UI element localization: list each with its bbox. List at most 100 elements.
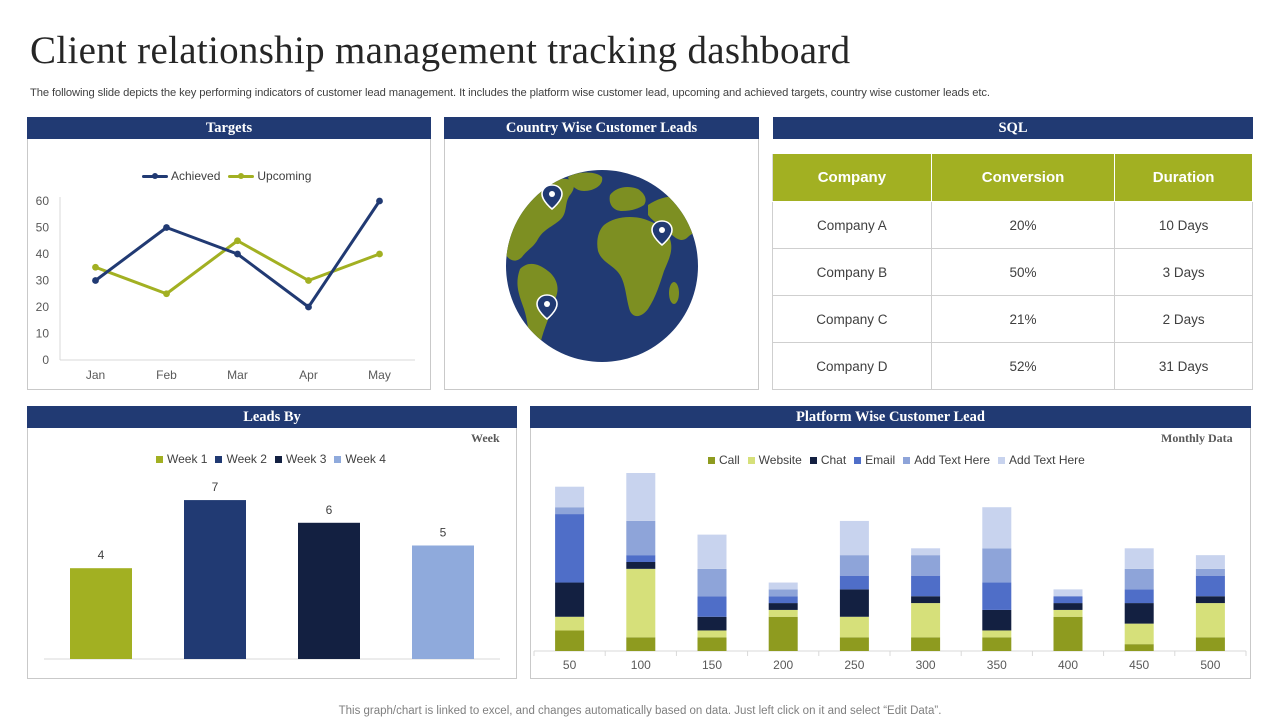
bar-week-1	[70, 568, 132, 659]
bar-segment-2	[626, 562, 656, 569]
legend-achieved: Achieved	[142, 169, 220, 183]
table-cell: 10 Days	[1114, 201, 1253, 249]
legend-add-text-2-label: Add Text Here	[1009, 453, 1085, 467]
bar-segment-5	[839, 520, 869, 556]
call-swatch	[708, 456, 715, 464]
bar-segment-4	[1195, 568, 1225, 576]
table-row: Company D 52% 31 Days	[772, 342, 1253, 390]
legend-chat-label: Chat	[820, 453, 847, 467]
table-cell: 3 Days	[1114, 248, 1253, 296]
table-cell: 50%	[930, 248, 1116, 296]
bar-segment-0	[1053, 616, 1083, 651]
y-tick-label: 40	[36, 247, 50, 261]
targets-panel-header: Targets	[27, 117, 431, 139]
week-note: Week	[471, 431, 500, 445]
bar-segment-3	[911, 575, 941, 597]
legend-email: Email	[854, 453, 895, 467]
bar-segment-4	[982, 548, 1012, 583]
bar-segment-5	[1124, 548, 1154, 569]
x-tick-label: Apr	[299, 368, 318, 382]
y-tick-label: 10	[36, 327, 50, 341]
legend-add-text-1: Add Text Here	[903, 453, 990, 467]
sql-header-duration: Duration	[1114, 153, 1253, 202]
add-text-1-swatch	[903, 456, 911, 464]
bar-segment-3	[982, 582, 1012, 610]
bar-segment-1	[1195, 603, 1225, 638]
x-tick-label: 250	[844, 658, 864, 672]
bar-segment-1	[555, 616, 585, 631]
bar-segment-5	[1053, 589, 1083, 597]
data-label: 6	[326, 503, 333, 517]
bar-segment-2	[839, 589, 869, 617]
legend-week-1: Week 1	[156, 452, 207, 466]
data-point	[305, 277, 312, 284]
x-tick-label: 450	[1129, 658, 1149, 672]
bar-week-4	[412, 545, 474, 659]
table-cell: Company D	[772, 342, 932, 390]
legend-email-label: Email	[865, 453, 896, 467]
data-point	[92, 277, 99, 284]
bar-segment-4	[839, 555, 869, 576]
bar-segment-5	[697, 534, 727, 569]
legend-add-text-2: Add Text Here	[998, 453, 1085, 467]
globe-land-europe	[609, 187, 646, 211]
sql-panel-header: SQL	[773, 117, 1253, 139]
bar-segment-1	[768, 609, 798, 617]
legend-upcoming-label: Upcoming	[257, 169, 312, 183]
data-point	[305, 303, 312, 311]
bar-segment-1	[1124, 623, 1154, 645]
y-tick-label: 60	[36, 194, 50, 208]
bar-segment-2	[1124, 603, 1154, 624]
platform-panel-header: Platform Wise Customer Lead	[530, 406, 1251, 428]
x-tick-label: 100	[631, 658, 651, 672]
page-title: Client relationship management tracking …	[30, 29, 851, 72]
bar-segment-2	[555, 582, 585, 617]
bar-segment-5	[768, 582, 798, 590]
x-tick-label: Feb	[156, 368, 177, 382]
bar-segment-5	[982, 507, 1012, 549]
x-tick-label: 400	[1058, 658, 1078, 672]
data-point	[376, 250, 383, 258]
legend-website: Website	[747, 453, 802, 467]
y-tick-label: 50	[36, 221, 50, 235]
data-point	[163, 224, 170, 231]
location-pin-icon	[541, 184, 563, 211]
table-row: Company C 21% 2 Days	[772, 295, 1253, 343]
upcoming-line-swatch	[228, 172, 255, 180]
data-point	[163, 290, 170, 298]
data-point	[234, 250, 241, 258]
data-label: 5	[440, 525, 447, 539]
data-point	[376, 197, 383, 205]
bar-segment-4	[697, 568, 727, 597]
x-tick-label: 350	[987, 658, 1007, 672]
bar-segment-4	[555, 507, 585, 515]
targets-legend: Achieved Upcoming	[142, 169, 319, 183]
legend-achieved-label: Achieved	[171, 169, 221, 183]
bar-segment-0	[911, 637, 941, 651]
achieved-line-swatch	[142, 172, 168, 180]
platform-stacked-bar-chart: 50 100 150 200 250 300 350 400 450 500	[533, 473, 1247, 672]
globe-illustration	[506, 170, 698, 362]
legend-week-3: Week 3	[274, 452, 327, 466]
legend-call-label: Call	[719, 453, 740, 467]
week-2-swatch	[215, 455, 223, 463]
bar-segment-0	[555, 630, 585, 651]
legend-chat: Chat	[809, 453, 847, 467]
x-tick-label: Jan	[86, 368, 105, 382]
email-swatch	[854, 456, 862, 464]
legend-week-3-label: Week 3	[285, 452, 327, 466]
location-pin-icon	[651, 220, 673, 247]
data-point	[92, 263, 99, 271]
legend-week-1-label: Week 1	[167, 452, 208, 466]
data-label: 7	[212, 480, 219, 494]
legend-week-4: Week 4	[334, 452, 386, 466]
leads-by-legend: Week 1 Week 2 Week 3 Week 4	[156, 452, 394, 466]
bar-segment-0	[768, 616, 798, 651]
bar-segment-4	[626, 520, 656, 556]
legend-week-2: Week 2	[215, 452, 267, 466]
bar-segment-0	[1195, 637, 1225, 651]
bar-segment-3	[1195, 575, 1225, 597]
bar-segment-2	[982, 609, 1012, 631]
bar-segment-4	[1124, 568, 1154, 590]
table-row: Company B 50% 3 Days	[772, 248, 1253, 296]
